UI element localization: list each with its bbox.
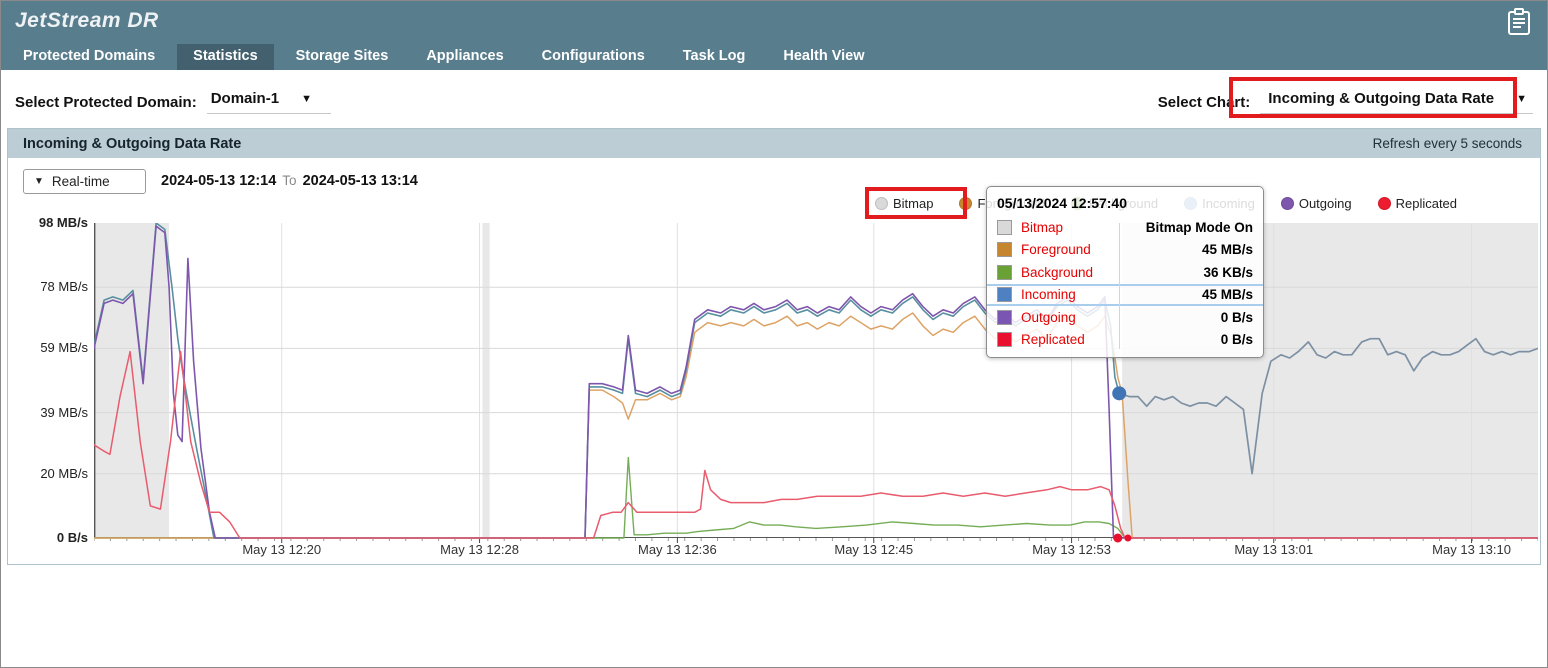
incoming-swatch-icon bbox=[997, 287, 1012, 303]
chart-select[interactable]: Incoming & Outgoing Data Rate ▼ bbox=[1260, 90, 1533, 114]
report-clipboard-icon[interactable] bbox=[1507, 8, 1531, 36]
chevron-down-icon: ▼ bbox=[1516, 92, 1527, 105]
tooltip-row-foreground: Foreground 45 MB/s bbox=[987, 239, 1263, 262]
tooltip-row-outgoing: Outgoing 0 B/s bbox=[987, 306, 1263, 329]
realtime-mode-button[interactable]: ▼ Real-time bbox=[23, 169, 146, 194]
tab-storage-sites[interactable]: Storage Sites bbox=[295, 48, 389, 64]
chart-panel-title: Incoming & Outgoing Data Rate bbox=[23, 135, 242, 152]
tooltip-value-background: 36 KB/s bbox=[1203, 264, 1253, 280]
outgoing-swatch-icon bbox=[997, 309, 1012, 325]
tooltip-value-bitmap: Bitmap Mode On bbox=[1145, 219, 1253, 235]
tab-configurations[interactable]: Configurations bbox=[541, 48, 645, 64]
tooltip-value-foreground: 45 MB/s bbox=[1201, 242, 1253, 258]
time-range: 2024-05-13 12:14 To 2024-05-13 13:14 bbox=[161, 173, 418, 189]
tooltip-row-bitmap: Bitmap Bitmap Mode On bbox=[987, 216, 1263, 239]
selector-strip: Select Protected Domain: Domain-1 ▼ Sele… bbox=[1, 70, 1547, 128]
tooltip-value-replicated: 0 B/s bbox=[1220, 332, 1253, 348]
y-tick-label: 98 MB/s bbox=[38, 215, 88, 230]
tooltip-row-background: Background 36 KB/s bbox=[987, 261, 1263, 284]
bitmap-series-dot-icon bbox=[875, 197, 888, 210]
y-tick-label: 78 MB/s bbox=[40, 279, 88, 295]
y-tick-label: 0 B/s bbox=[56, 530, 88, 545]
tab-statistics[interactable]: Statistics bbox=[177, 44, 274, 70]
x-tick-label: May 13 12:20 bbox=[242, 542, 322, 557]
range-start: 2024-05-13 12:14 bbox=[161, 173, 277, 189]
chevron-down-icon: ▼ bbox=[34, 176, 44, 187]
foreground-series-dot-icon bbox=[959, 197, 973, 210]
chart-plot[interactable] bbox=[94, 223, 1538, 545]
y-tick-label: 39 MB/s bbox=[40, 404, 88, 420]
top-bar: JetStream DR Protected Domains Statistics… bbox=[1, 1, 1547, 70]
tooltip-value-outgoing: 0 B/s bbox=[1220, 309, 1253, 325]
background-swatch-icon bbox=[997, 264, 1012, 280]
foreground-swatch-icon bbox=[997, 242, 1012, 258]
x-tick-label: May 13 12:28 bbox=[440, 542, 519, 557]
chevron-down-icon: ▼ bbox=[301, 92, 312, 105]
chart-tooltip: 05/13/2024 12:57:40 Bitmap Bitmap Mode On… bbox=[986, 186, 1264, 358]
x-tick-label: May 13 12:45 bbox=[834, 542, 914, 557]
y-tick-label: 20 MB/s bbox=[40, 465, 88, 481]
bitmap-swatch-icon bbox=[997, 219, 1012, 235]
tooltip-column-divider bbox=[1119, 223, 1120, 349]
legend-item-bitmap[interactable]: Bitmap bbox=[875, 196, 933, 211]
tab-health-view[interactable]: Health View bbox=[783, 48, 865, 64]
x-tick-label: May 13 13:01 bbox=[1234, 542, 1314, 557]
tab-appliances[interactable]: Appliances bbox=[426, 48, 504, 64]
chart-panel-header: Incoming & Outgoing Data Rate Refresh ev… bbox=[8, 129, 1540, 158]
x-tick-label: May 13 13:10 bbox=[1432, 542, 1511, 557]
replicated-swatch-icon bbox=[997, 332, 1012, 348]
refresh-interval-note: Refresh every 5 seconds bbox=[1372, 136, 1522, 151]
chart-panel: Incoming & Outgoing Data Rate Refresh ev… bbox=[7, 128, 1541, 565]
tab-task-log[interactable]: Task Log bbox=[682, 48, 746, 64]
tooltip-row-replicated: Replicated 0 B/s bbox=[987, 329, 1263, 352]
domain-select-label: Select Protected Domain: bbox=[15, 93, 197, 111]
range-end: 2024-05-13 13:14 bbox=[302, 173, 418, 189]
chart-select-label: Select Chart: bbox=[1157, 93, 1251, 111]
x-tick-label: May 13 12:36 bbox=[637, 542, 717, 557]
tooltip-value-incoming: 45 MB/s bbox=[1201, 287, 1253, 303]
tooltip-rows: Bitmap Bitmap Mode On Foreground 45 MB/s Bac… bbox=[987, 216, 1263, 351]
tooltip-row-incoming: Incoming 45 MB/s bbox=[987, 283, 1263, 306]
range-to-word: To bbox=[282, 173, 297, 188]
y-tick-label: 59 MB/s bbox=[40, 340, 88, 356]
legend-item-outgoing[interactable]: Outgoing bbox=[1280, 196, 1352, 211]
app-logo: JetStream DR bbox=[15, 9, 159, 32]
outgoing-series-dot-icon bbox=[1280, 197, 1294, 210]
protected-domain-select[interactable]: Domain-1 ▼ bbox=[206, 90, 331, 114]
tooltip-timestamp: 05/13/2024 12:57:40 bbox=[997, 195, 1127, 211]
legend-item-replicated[interactable]: Replicated bbox=[1377, 196, 1457, 211]
main-nav: Protected Domains Statistics Storage Sites… bbox=[7, 44, 880, 70]
tab-protected-domains[interactable]: Protected Domains bbox=[23, 48, 156, 64]
replicated-series-dot-icon bbox=[1377, 197, 1391, 210]
x-tick-label: May 13 12:53 bbox=[1032, 542, 1111, 557]
